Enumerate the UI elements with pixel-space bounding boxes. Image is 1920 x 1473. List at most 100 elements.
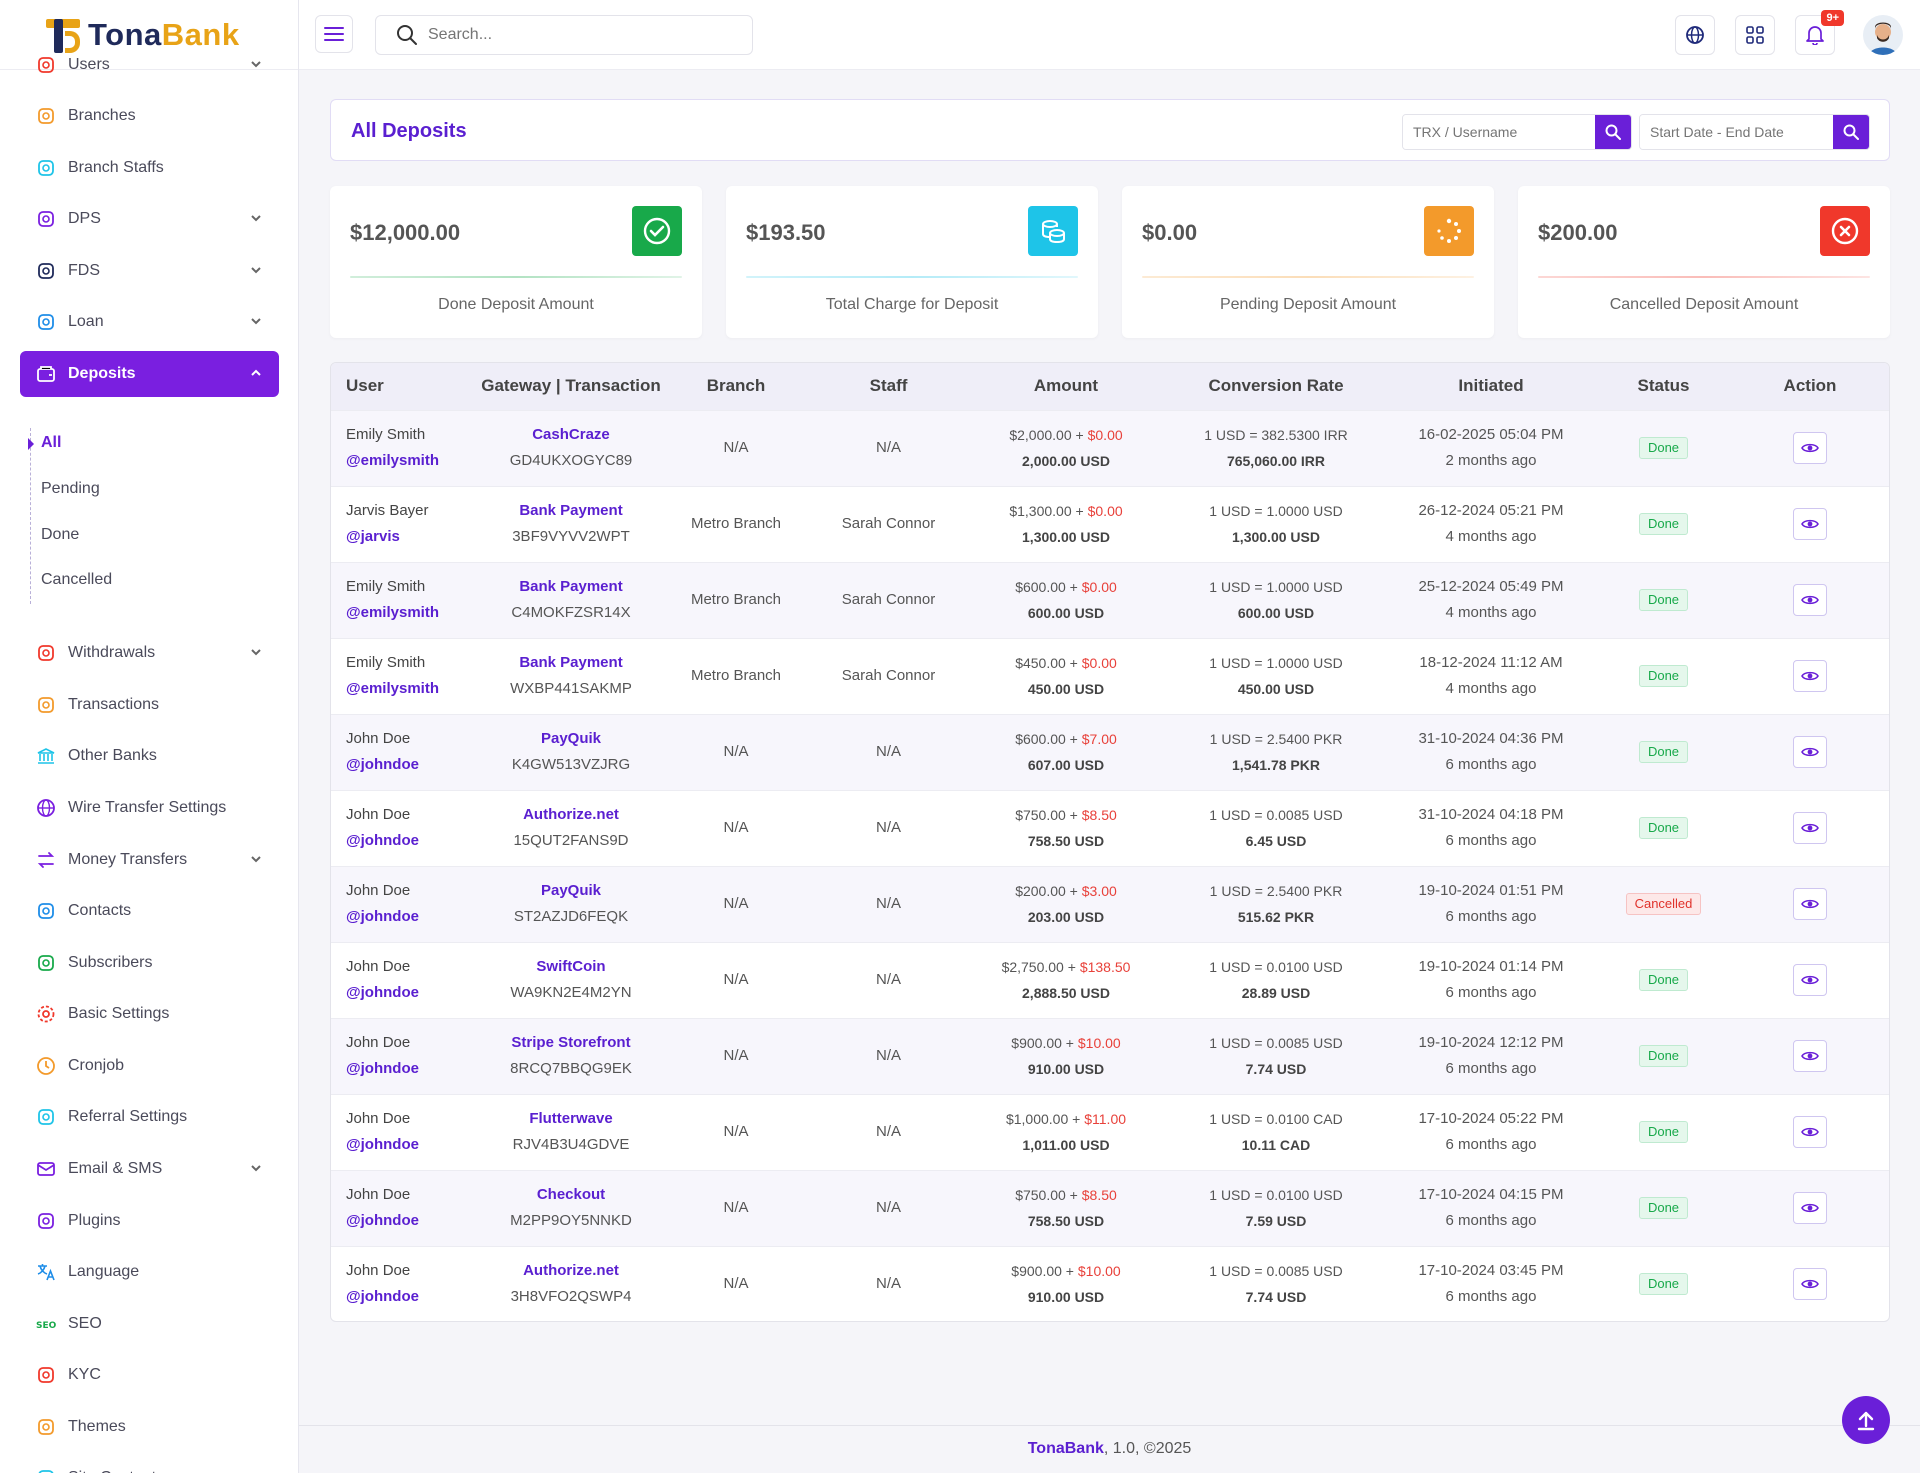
sidebar-item-language[interactable]: Language	[20, 1249, 279, 1295]
charge-value: $8.50	[1081, 1187, 1117, 1203]
staff-cell: N/A	[875, 1047, 901, 1064]
sidebar-item-wire-transfer-settings[interactable]: Wire Transfer Settings	[20, 785, 279, 831]
user-handle-link[interactable]: @johndoe	[346, 908, 419, 925]
seo-icon: SEO	[36, 1314, 56, 1334]
globe-icon	[36, 798, 56, 818]
initiated-ago: 6 months ago	[1445, 1136, 1537, 1153]
status-badge: Done	[1638, 741, 1689, 763]
submenu-item-all[interactable]: All	[41, 434, 62, 451]
user-handle-link[interactable]: @johndoe	[346, 832, 419, 849]
check-circle-icon	[632, 206, 682, 256]
sidebar-item-users[interactable]: Users	[20, 42, 279, 88]
user-handle-link[interactable]: @johndoe	[346, 1288, 419, 1306]
view-details-button[interactable]	[1793, 888, 1827, 920]
sidebar-item-themes[interactable]: Themes	[20, 1404, 279, 1450]
menu-toggle-button[interactable]	[315, 15, 353, 53]
user-handle-link[interactable]: @emilysmith	[346, 452, 439, 469]
view-details-button[interactable]	[1793, 1192, 1827, 1224]
sidebar-item-other-banks[interactable]: Other Banks	[20, 733, 279, 779]
users-icon	[36, 55, 56, 75]
footer-brand-link[interactable]: TonaBank	[1027, 1440, 1104, 1457]
user-handle-link[interactable]: @emilysmith	[346, 680, 439, 697]
view-details-button[interactable]	[1793, 508, 1827, 540]
view-details-button[interactable]	[1793, 584, 1827, 616]
notifications-button[interactable]: 9+	[1795, 10, 1844, 55]
search-icon	[1843, 124, 1860, 140]
gateway-name: CashCraze	[532, 426, 610, 443]
view-details-button[interactable]	[1793, 1040, 1827, 1072]
amount-line: $2,750.00 + $138.50	[1001, 959, 1131, 975]
date-range-input[interactable]	[1640, 115, 1834, 149]
amount-total: 607.00 USD	[1027, 757, 1105, 773]
sidebar-item-site-content[interactable]: Site Content	[20, 1455, 279, 1473]
user-handle-link[interactable]: @johndoe	[346, 1212, 419, 1229]
gateway-name: PayQuik	[540, 730, 602, 747]
sidebar-item-subscribers[interactable]: Subscribers	[20, 940, 279, 986]
view-details-button[interactable]	[1793, 964, 1827, 996]
sidebar-item-cronjob[interactable]: Cronjob	[20, 1043, 279, 1089]
search-input[interactable]	[428, 26, 728, 44]
staff-cell: N/A	[875, 1199, 901, 1216]
status-badge: Done	[1638, 1121, 1689, 1143]
scroll-to-top-button[interactable]	[1842, 1396, 1890, 1444]
transaction-id: 15QUT2FANS9D	[513, 832, 629, 849]
view-details-button[interactable]	[1793, 432, 1827, 464]
sidebar-item-contacts[interactable]: Contacts	[20, 888, 279, 934]
view-details-button[interactable]	[1793, 660, 1827, 692]
charge-value: $138.50	[1079, 959, 1131, 975]
chevron-down-icon	[249, 57, 263, 71]
sidebar-item-label: Basic Settings	[68, 1005, 170, 1022]
brand-logo[interactable]: TonaBank	[0, 0, 298, 70]
user-handle-link[interactable]: @emilysmith	[346, 604, 439, 621]
sidebar-item-dps[interactable]: DPS	[20, 196, 279, 242]
user-avatar[interactable]	[1863, 15, 1903, 55]
view-details-button[interactable]	[1793, 736, 1827, 768]
sidebar-item-kyc[interactable]: KYC	[20, 1352, 279, 1398]
done-deposit-card: $12,000.00 Done Deposit Amount	[330, 186, 702, 338]
table-row: John Doe @johndoe SwiftCoin WA9KN2E4M2YN N/A…	[331, 942, 1889, 1018]
trx-search-button[interactable]	[1595, 115, 1631, 149]
sidebar-item-plugins[interactable]: Plugins	[20, 1198, 279, 1244]
sidebar-item-deposits[interactable]: Deposits	[20, 351, 279, 397]
submenu-item-cancelled[interactable]: Cancelled	[41, 571, 113, 588]
sidebar-item-branch-staffs[interactable]: Branch Staffs	[20, 145, 279, 191]
date-search-button[interactable]	[1833, 115, 1869, 149]
sidebar-item-loan[interactable]: Loan	[20, 299, 279, 345]
trx-username-input[interactable]	[1403, 115, 1596, 149]
sidebar-item-basic-settings[interactable]: Basic Settings	[20, 991, 279, 1037]
arrow-up-icon	[1857, 1411, 1875, 1431]
sidebar-item-label: Subscribers	[68, 954, 153, 971]
amount-total: 2,888.50 USD	[1022, 985, 1110, 1001]
sidebar-item-money-transfers[interactable]: Money Transfers	[20, 837, 279, 883]
submenu-item-done[interactable]: Done	[41, 526, 80, 543]
chevron-down-icon	[249, 314, 263, 328]
language-button[interactable]	[1675, 15, 1715, 55]
sidebar-item-transactions[interactable]: Transactions	[20, 682, 279, 728]
transaction-id: RJV4B3U4GDVE	[512, 1136, 630, 1153]
view-details-button[interactable]	[1793, 1268, 1827, 1301]
user-handle-link[interactable]: @johndoe	[346, 1060, 419, 1077]
user-handle-link[interactable]: @jarvis	[346, 528, 400, 545]
user-handle-link[interactable]: @johndoe	[346, 984, 419, 1001]
sidebar-item-email-sms[interactable]: Email & SMS	[20, 1146, 279, 1192]
search-box[interactable]	[375, 15, 753, 55]
user-handle-link[interactable]: @johndoe	[346, 756, 419, 773]
sidebar-item-fds[interactable]: FDS	[20, 248, 279, 294]
sidebar-item-branches[interactable]: Branches	[20, 93, 279, 139]
initiated-date: 19-10-2024 01:51 PM	[1418, 882, 1564, 899]
amount-line: $600.00 + $7.00	[1015, 731, 1117, 747]
user-handle-link[interactable]: @johndoe	[346, 1136, 419, 1153]
apps-button[interactable]	[1735, 15, 1775, 55]
view-details-button[interactable]	[1793, 812, 1827, 844]
user-name: John Doe	[346, 1034, 411, 1051]
sidebar-item-withdrawals[interactable]: Withdrawals	[20, 630, 279, 676]
eye-icon	[1801, 443, 1819, 453]
sidebar-item-referral-settings[interactable]: Referral Settings	[20, 1094, 279, 1140]
sidebar-item-label: Plugins	[68, 1212, 121, 1229]
view-details-button[interactable]	[1793, 1116, 1827, 1148]
sidebar-item-seo[interactable]: SEO SEO	[20, 1301, 279, 1347]
user-name: John Doe	[346, 1110, 411, 1127]
sidebar-item-label: Themes	[68, 1418, 126, 1435]
submenu-item-pending[interactable]: Pending	[41, 480, 100, 497]
initiated-ago: 2 months ago	[1445, 452, 1537, 469]
